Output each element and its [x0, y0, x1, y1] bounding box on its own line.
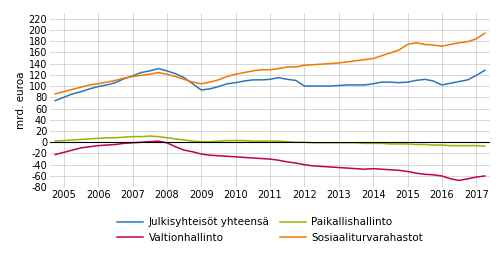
- Valtionhallinto: [370, 167, 376, 170]
- Sosiaaliturvarahastot: [362, 58, 368, 61]
- Paikallishallinto: [156, 135, 162, 138]
- Valtionhallinto: [190, 150, 196, 153]
- Julkisyhteisöt yhteensä: [190, 82, 196, 85]
- Valtionhallinto: [473, 176, 479, 179]
- Legend: Julkisyhteisöt yhteensä, Valtionhallinto, Paikallishallinto, Sosiaaliturvarahast: Julkisyhteisöt yhteensä, Valtionhallinto…: [113, 213, 427, 247]
- Sosiaaliturvarahastot: [473, 37, 479, 40]
- Line: Julkisyhteisöt yhteensä: Julkisyhteisöt yhteensä: [55, 69, 485, 101]
- Paikallishallinto: [482, 145, 488, 148]
- Line: Sosiaaliturvarahastot: Sosiaaliturvarahastot: [55, 33, 485, 94]
- Line: Valtionhallinto: Valtionhallinto: [55, 141, 485, 180]
- Julkisyhteisöt yhteensä: [52, 99, 58, 102]
- Line: Paikallishallinto: Paikallishallinto: [55, 136, 485, 146]
- Valtionhallinto: [344, 167, 350, 170]
- Sosiaaliturvarahastot: [190, 81, 196, 84]
- Valtionhallinto: [456, 179, 462, 182]
- Sosiaaliturvarahastot: [52, 92, 58, 95]
- Paikallishallinto: [473, 144, 479, 147]
- Paikallishallinto: [344, 141, 350, 144]
- Julkisyhteisöt yhteensä: [198, 88, 204, 92]
- Paikallishallinto: [370, 142, 376, 145]
- Julkisyhteisöt yhteensä: [344, 83, 350, 87]
- Paikallishallinto: [190, 140, 196, 143]
- Julkisyhteisöt yhteensä: [146, 69, 152, 73]
- Paikallishallinto: [198, 140, 204, 143]
- Paikallishallinto: [52, 140, 58, 143]
- Sosiaaliturvarahastot: [181, 78, 187, 81]
- Valtionhallinto: [52, 153, 58, 156]
- Julkisyhteisöt yhteensä: [156, 67, 162, 70]
- Sosiaaliturvarahastot: [482, 32, 488, 35]
- Y-axis label: mrd. euroa: mrd. euroa: [16, 71, 26, 129]
- Sosiaaliturvarahastot: [146, 73, 152, 76]
- Julkisyhteisöt yhteensä: [482, 69, 488, 72]
- Valtionhallinto: [146, 140, 152, 143]
- Sosiaaliturvarahastot: [336, 61, 342, 64]
- Julkisyhteisöt yhteensä: [473, 74, 479, 77]
- Valtionhallinto: [198, 152, 204, 155]
- Valtionhallinto: [482, 174, 488, 178]
- Paikallishallinto: [146, 134, 152, 138]
- Valtionhallinto: [156, 140, 162, 143]
- Julkisyhteisöt yhteensä: [370, 82, 376, 85]
